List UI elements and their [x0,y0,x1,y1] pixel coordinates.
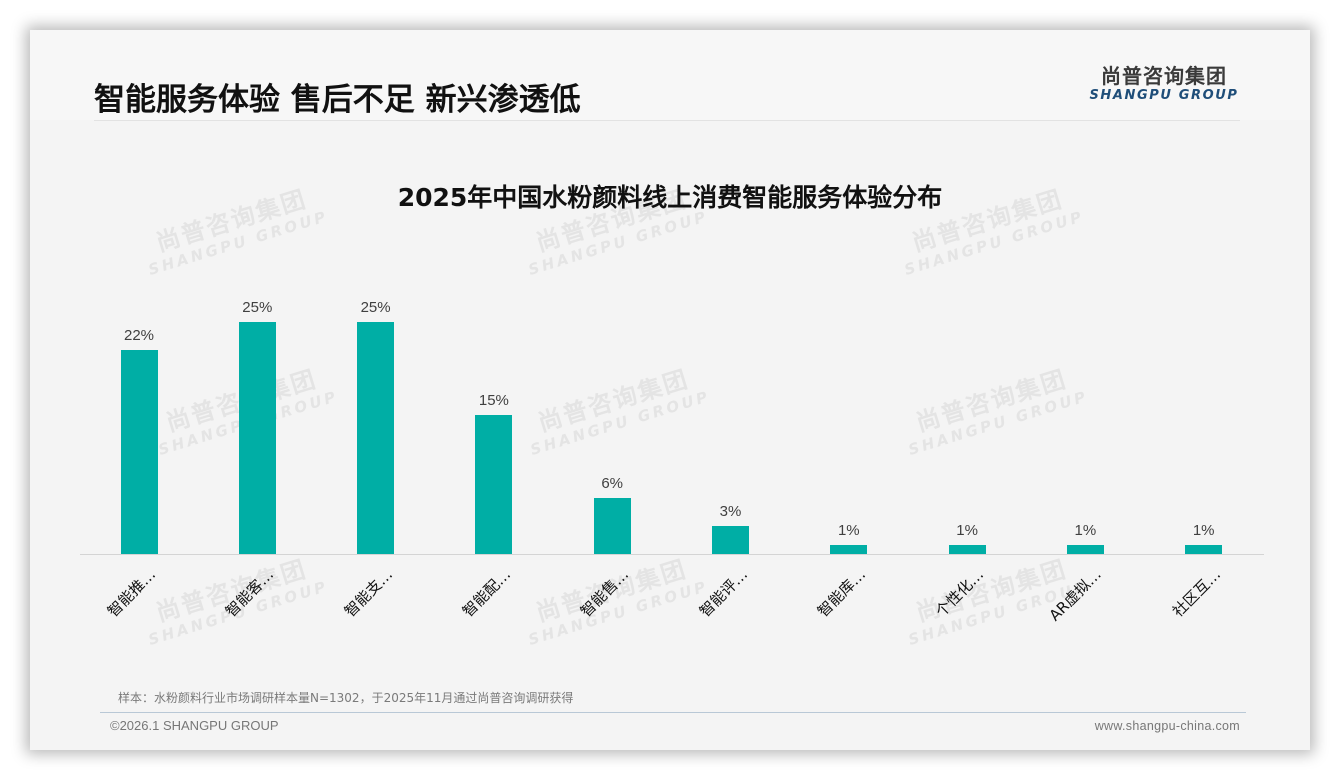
logo-text-cn: 尚普咨询集团 [1101,64,1227,88]
header-divider [94,120,1240,121]
company-logo: 尚普咨询集团 SHANGPU GROUP [1086,64,1242,104]
category-label: 智能支… [340,565,396,621]
bar [593,498,631,554]
category-label: 智能客… [222,565,278,621]
bar [357,322,395,554]
category-label: 智能评… [695,565,751,621]
bar [830,544,868,554]
bar-chart: 22% 智能推… 25% 智能客… 25% 智能支… 15% 智能配… 6% 智能售… 3% 智能评…… [30,30,1310,750]
x-axis-line [80,554,1264,555]
bar-value-label: 22% [123,326,155,344]
bar-value-label: 6% [601,475,624,493]
bar-value-label: 15% [478,391,509,409]
bar [1066,544,1104,554]
bar-value-label: 1% [1192,521,1215,539]
bar [475,414,513,554]
bar-value-label: 25% [360,299,391,316]
bar [1185,544,1223,554]
slide: 智能服务体验 售后不足 新兴渗透低 尚普咨询集团 SHANGPU GROUP 尚… [30,30,1310,750]
header-band [30,30,1310,120]
copyright-text: ©2026.1 SHANGPU GROUP [110,718,279,733]
source-note: 样本：水粉颜料行业市场调研样本量N=1302，于2025年11月通过尚普咨询调研… [118,691,574,705]
chart-title: 2025年中国水粉颜料线上消费智能服务体验分布 [397,183,943,212]
bar [948,544,986,554]
category-label: AR虚拟… [1046,565,1106,625]
logo-text-en: SHANGPU GROUP [1089,88,1239,103]
page-title: 智能服务体验 售后不足 新兴渗透低 [94,82,581,118]
bar-value-label: 1% [837,521,860,539]
bar-value-label: 3% [719,503,742,521]
bar [120,349,158,554]
footer-divider [100,712,1246,713]
category-label: 智能推… [103,565,160,621]
category-label: 智能库… [813,565,869,621]
category-label: 智能配… [458,565,515,621]
bar-value-label: 1% [1074,521,1097,539]
category-label: 智能售… [577,565,633,621]
bar-value-label: 25% [242,299,273,316]
bar-value-label: 1% [956,521,978,539]
category-label: 个性化… [932,565,988,621]
bar [238,322,276,554]
website-link: www.shangpu-china.com [1094,719,1240,733]
bar [712,526,749,554]
category-label: 社区互… [1168,565,1224,621]
